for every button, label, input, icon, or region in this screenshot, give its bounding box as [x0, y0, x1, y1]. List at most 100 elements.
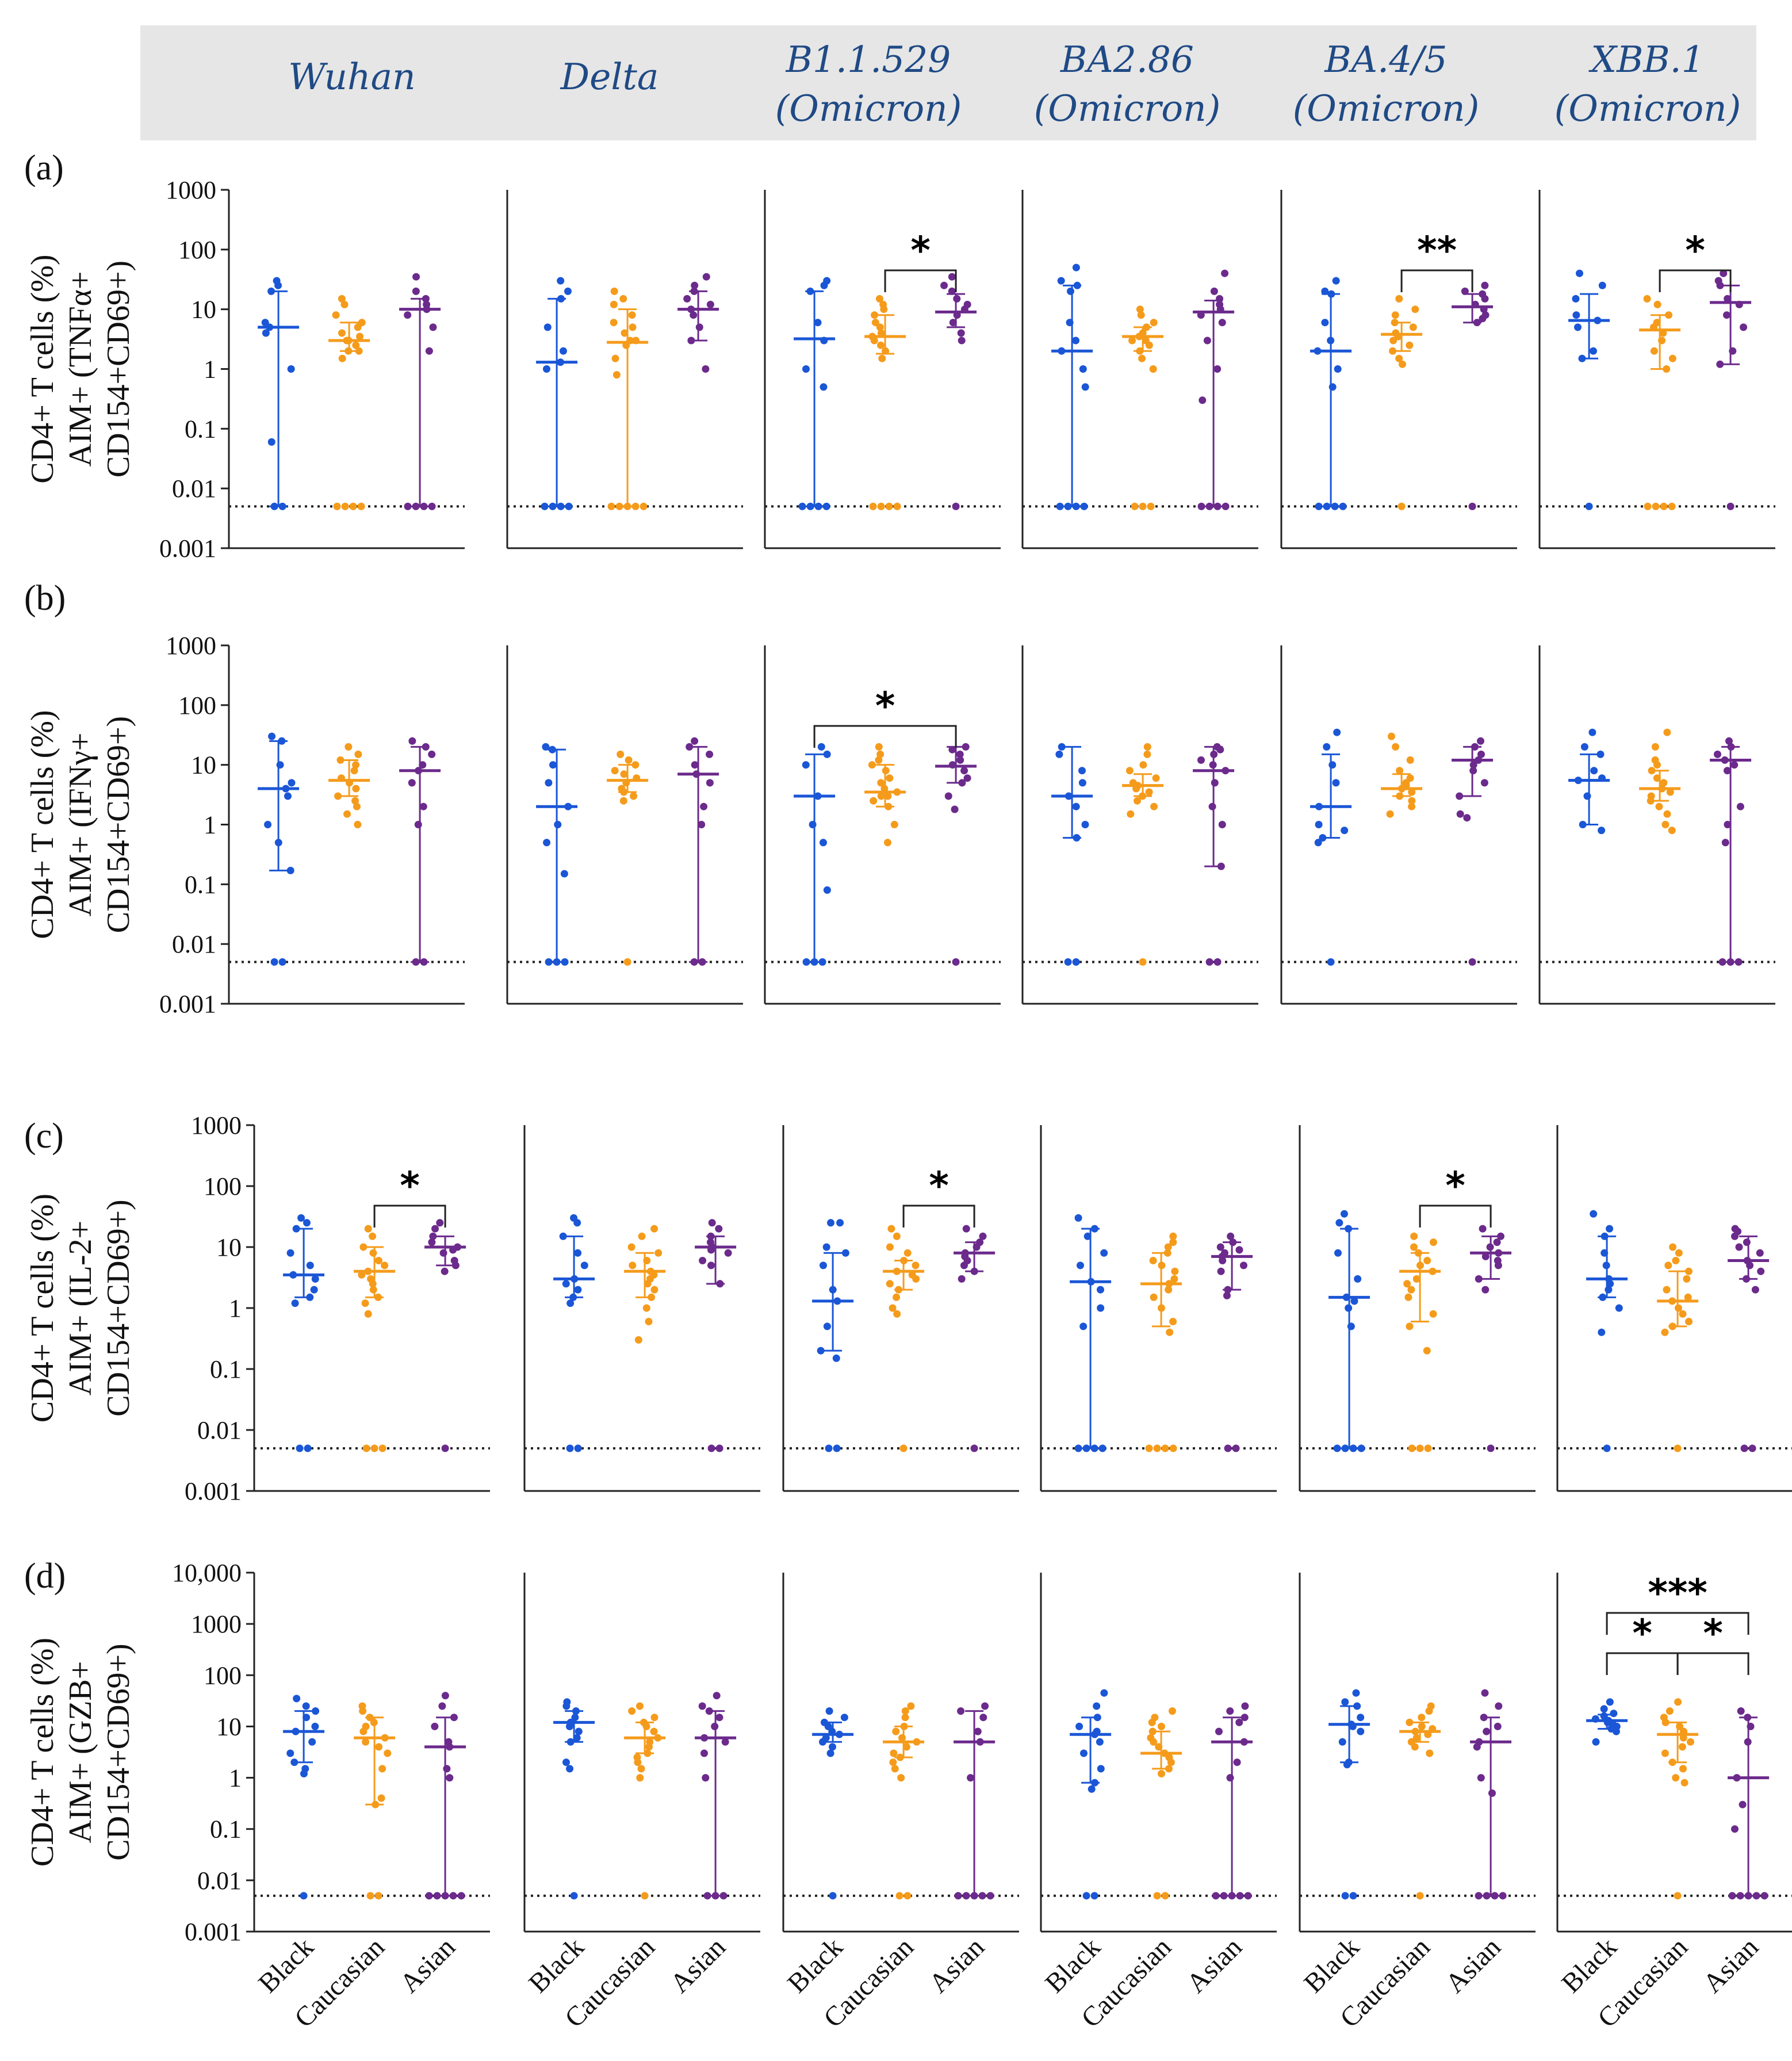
- data-point: [1090, 1444, 1098, 1452]
- data-point: [890, 1749, 898, 1757]
- data-point: [1426, 1749, 1434, 1757]
- data-point: [1072, 802, 1080, 810]
- data-point: [1424, 1730, 1432, 1738]
- significance-label: *: [875, 684, 895, 728]
- y-tick-label: 0.01: [172, 475, 216, 503]
- y-tick-label: 1000: [166, 176, 216, 204]
- data-point: [574, 1286, 582, 1294]
- data-point: [886, 1280, 894, 1288]
- data-point: [1072, 337, 1079, 345]
- data-point: [344, 337, 353, 345]
- data-point: [893, 1310, 901, 1318]
- data-point: [1744, 1714, 1752, 1722]
- y-tick-label: 0.1: [210, 1815, 242, 1844]
- data-point: [963, 774, 971, 782]
- group-black: [536, 277, 578, 510]
- data-point: [278, 502, 286, 510]
- data-point: [1203, 337, 1211, 345]
- data-point: [362, 1738, 370, 1746]
- data-point: [1064, 958, 1072, 966]
- data-point: [560, 870, 568, 878]
- data-point: [953, 311, 961, 319]
- subplot-5: *: [1299, 1125, 1536, 1492]
- data-point: [1751, 1286, 1759, 1294]
- variant-header: Wuhan Delta B1.1.529 (Omicron) BA2.86 (Omicro…: [288, 39, 1741, 129]
- data-point: [1606, 1280, 1614, 1288]
- data-point: [885, 502, 893, 510]
- data-point: [366, 1714, 374, 1722]
- data-point: [1148, 1718, 1156, 1726]
- significance-label: *: [1703, 1611, 1723, 1655]
- data-point: [1222, 767, 1230, 775]
- data-point: [1658, 337, 1666, 345]
- data-point: [1410, 1232, 1418, 1240]
- data-point: [1599, 1293, 1607, 1301]
- data-point: [562, 1280, 570, 1288]
- data-point: [1240, 1714, 1249, 1722]
- group-caucasian: [1381, 732, 1423, 818]
- data-point: [1663, 1286, 1671, 1294]
- data-point: [623, 502, 631, 510]
- y-tick-label: 100: [178, 691, 216, 720]
- data-point: [566, 1299, 575, 1307]
- data-point: [825, 1707, 833, 1715]
- data-point: [1169, 1318, 1177, 1325]
- data-point: [960, 305, 968, 313]
- data-point: [286, 1249, 294, 1257]
- data-point: [1197, 502, 1205, 510]
- data-point: [972, 1243, 981, 1251]
- significance-bracket: *: [902, 1164, 975, 1228]
- data-point: [1411, 305, 1419, 313]
- significance-bracket: **: [1400, 228, 1473, 292]
- data-point: [1679, 1310, 1687, 1318]
- data-point: [820, 281, 828, 289]
- data-point: [1429, 1725, 1437, 1733]
- data-point: [1342, 1293, 1350, 1301]
- group-asian: [1452, 737, 1494, 966]
- data-point: [443, 1765, 451, 1773]
- significance-bracket: *: [373, 1164, 446, 1228]
- data-point: [619, 295, 627, 303]
- data-point: [361, 1299, 369, 1307]
- y-tick-label: 0.1: [185, 415, 216, 443]
- significance-label: **: [1417, 228, 1457, 273]
- group-black: [283, 1214, 325, 1452]
- data-point: [1314, 347, 1322, 355]
- data-point: [375, 1257, 382, 1264]
- group-asian: [954, 1702, 995, 1900]
- data-point: [882, 347, 890, 355]
- group-caucasian: [1657, 1698, 1699, 1900]
- data-point: [819, 1738, 826, 1746]
- data-point: [1088, 1785, 1096, 1793]
- y-axis-label-line: CD154+CD69+): [101, 1199, 136, 1416]
- data-point: [415, 767, 423, 775]
- data-point: [1222, 502, 1230, 510]
- data-point: [286, 866, 294, 874]
- panel-letter: (c): [24, 1116, 64, 1156]
- x-category-label: Asian: [923, 1932, 990, 1999]
- data-point: [912, 1275, 920, 1283]
- data-point: [948, 287, 956, 295]
- data-point: [1655, 802, 1663, 810]
- data-point: [715, 1444, 723, 1452]
- group-black: [536, 743, 578, 966]
- data-point: [1235, 1718, 1243, 1726]
- data-point: [574, 1444, 582, 1452]
- data-point: [1495, 1702, 1503, 1710]
- data-point: [1161, 1892, 1169, 1900]
- data-point: [1661, 1749, 1669, 1757]
- group-asian: [1728, 1225, 1770, 1452]
- data-point: [338, 329, 346, 337]
- data-point: [878, 354, 886, 362]
- data-point: [340, 300, 349, 308]
- data-point: [1210, 750, 1218, 758]
- significance-label: *: [910, 228, 931, 273]
- group-caucasian: [328, 295, 370, 510]
- data-point: [612, 371, 621, 379]
- data-point: [429, 323, 437, 331]
- data-point: [1077, 1261, 1084, 1270]
- data-point: [564, 287, 572, 295]
- data-point: [610, 287, 618, 295]
- data-point: [690, 311, 698, 319]
- data-point: [1600, 1232, 1609, 1240]
